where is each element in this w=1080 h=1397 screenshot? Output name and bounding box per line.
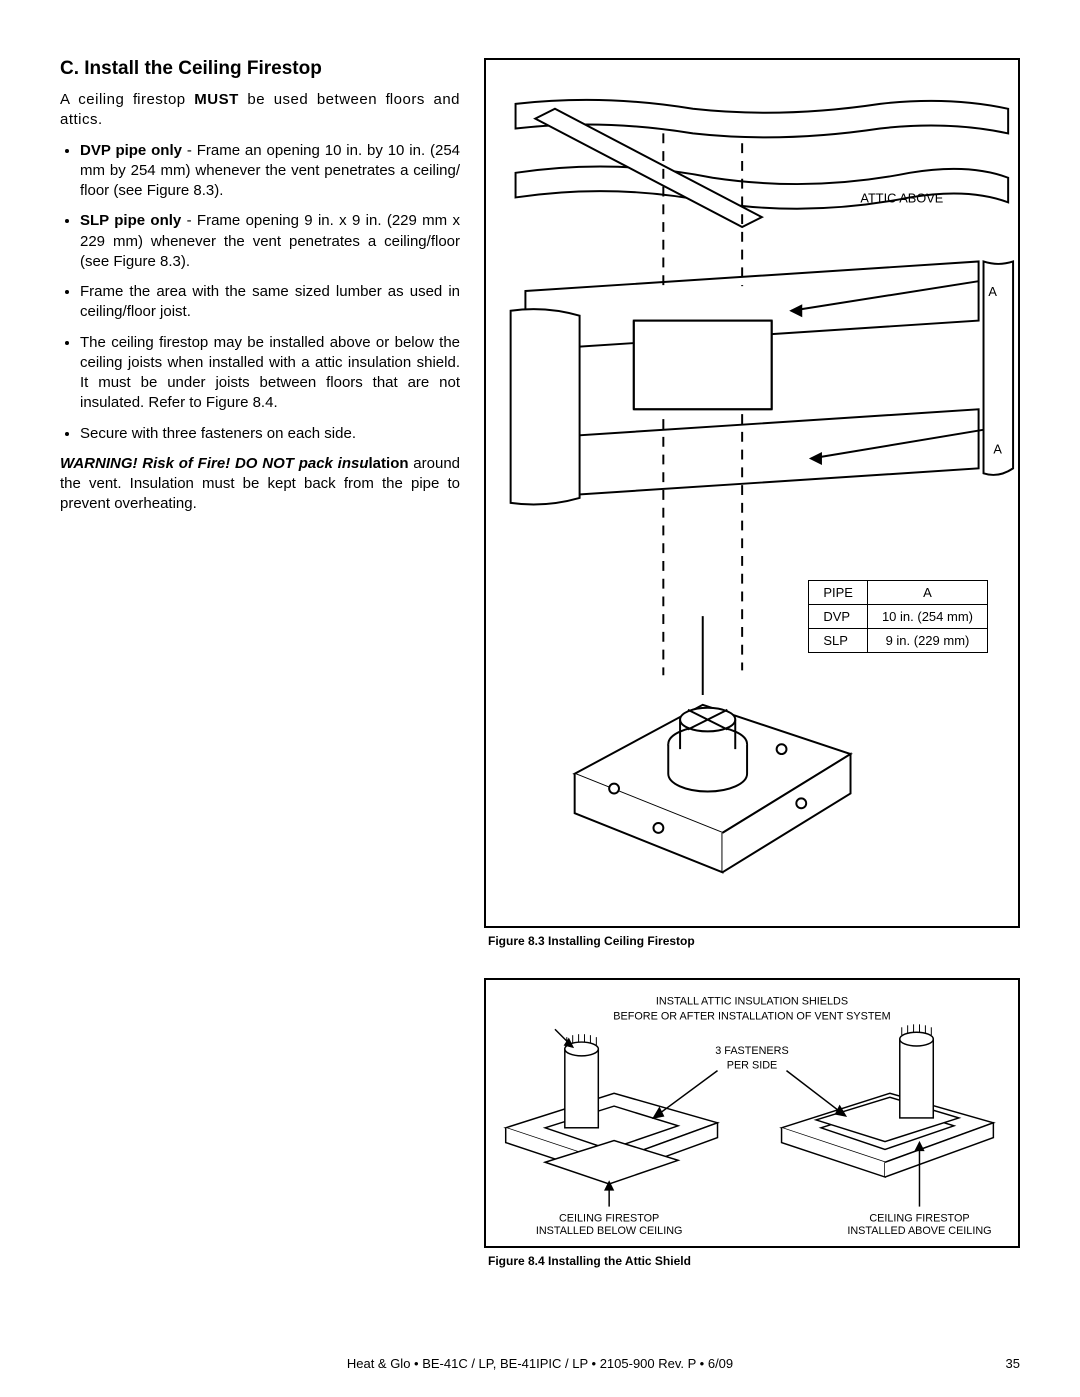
table-row: DVP 10 in. (254 mm) bbox=[809, 605, 988, 629]
list-item: The ceiling ﬁrestop may be installed abo… bbox=[80, 333, 460, 414]
warning-emphasis: WARNING! Risk of Fire! DO NOT pack insu bbox=[60, 455, 369, 472]
fig84-mid1: 3 FASTENERS bbox=[715, 1045, 788, 1057]
table-cell: SLP bbox=[809, 629, 868, 653]
fig84-top2: BEFORE OR AFTER INSTALLATION OF VENT SYS… bbox=[613, 1010, 890, 1022]
table-header: PIPE bbox=[809, 581, 868, 605]
bullet-bold: SLP pipe only bbox=[80, 212, 181, 229]
fig84-left1: CEILING FIRESTOP bbox=[559, 1212, 659, 1224]
list-item: Frame the area with the same sized lumbe… bbox=[80, 282, 460, 323]
intro-pre: A ceiling ﬁrestop bbox=[60, 91, 194, 108]
label-a1: A bbox=[988, 284, 997, 299]
fig84-left2: INSTALLED BELOW CEILING bbox=[536, 1225, 683, 1237]
page-footer: Heat & Glo • BE-41C / LP, BE-41IPIC / LP… bbox=[0, 1356, 1080, 1371]
bullet-bold: DVP pipe only bbox=[80, 142, 182, 159]
list-item: Secure with three fasteners on each side… bbox=[80, 424, 460, 444]
table-row: SLP 9 in. (229 mm) bbox=[809, 629, 988, 653]
table-cell: 10 in. (254 mm) bbox=[867, 605, 987, 629]
fig84-right1: CEILING FIRESTOP bbox=[869, 1212, 969, 1224]
intro-bold: MUST bbox=[194, 91, 239, 108]
table-header: A bbox=[867, 581, 987, 605]
fig83-caption: Figure 8.3 Installing Ceiling Firestop bbox=[488, 934, 1020, 948]
figure-8-4: INSTALL ATTIC INSULATION SHIELDS BEFORE … bbox=[484, 978, 1020, 1248]
table-cell: DVP bbox=[809, 605, 868, 629]
fig84-mid2: PER SIDE bbox=[727, 1060, 778, 1072]
bullet-list: DVP pipe only - Frame an opening 10 in. … bbox=[60, 141, 460, 444]
label-a2: A bbox=[993, 442, 1002, 457]
bullet-text: The ceiling ﬁrestop may be installed abo… bbox=[80, 334, 460, 412]
pipe-dimension-table: PIPE A DVP 10 in. (254 mm) SLP 9 in. (22… bbox=[808, 580, 988, 653]
warning-rest-bold: lation bbox=[369, 455, 409, 472]
intro-paragraph: A ceiling ﬁrestop MUST be used between ﬂ… bbox=[60, 90, 460, 131]
list-item: SLP pipe only - Frame opening 9 in. x 9 … bbox=[80, 211, 460, 272]
label-attic: ATTIC ABOVE bbox=[860, 190, 943, 205]
page-number: 35 bbox=[1006, 1356, 1020, 1371]
bullet-text: Frame the area with the same sized lumbe… bbox=[80, 283, 460, 320]
bullet-text: Secure with three fasteners on each side… bbox=[80, 425, 356, 442]
fig83-svg: ATTIC ABOVE A A bbox=[486, 60, 1018, 926]
fig84-svg: INSTALL ATTIC INSULATION SHIELDS BEFORE … bbox=[486, 980, 1018, 1246]
warning-paragraph: WARNING! Risk of Fire! DO NOT pack insul… bbox=[60, 454, 460, 515]
table-cell: 9 in. (229 mm) bbox=[867, 629, 987, 653]
list-item: DVP pipe only - Frame an opening 10 in. … bbox=[80, 141, 460, 202]
fig84-top1: INSTALL ATTIC INSULATION SHIELDS bbox=[656, 996, 848, 1008]
fig84-right2: INSTALLED ABOVE CEILING bbox=[847, 1225, 991, 1237]
section-heading: C. Install the Ceiling Firestop bbox=[60, 58, 460, 80]
figure-8-3: ATTIC ABOVE A A bbox=[484, 58, 1020, 928]
fig84-caption: Figure 8.4 Installing the Attic Shield bbox=[488, 1254, 1020, 1268]
